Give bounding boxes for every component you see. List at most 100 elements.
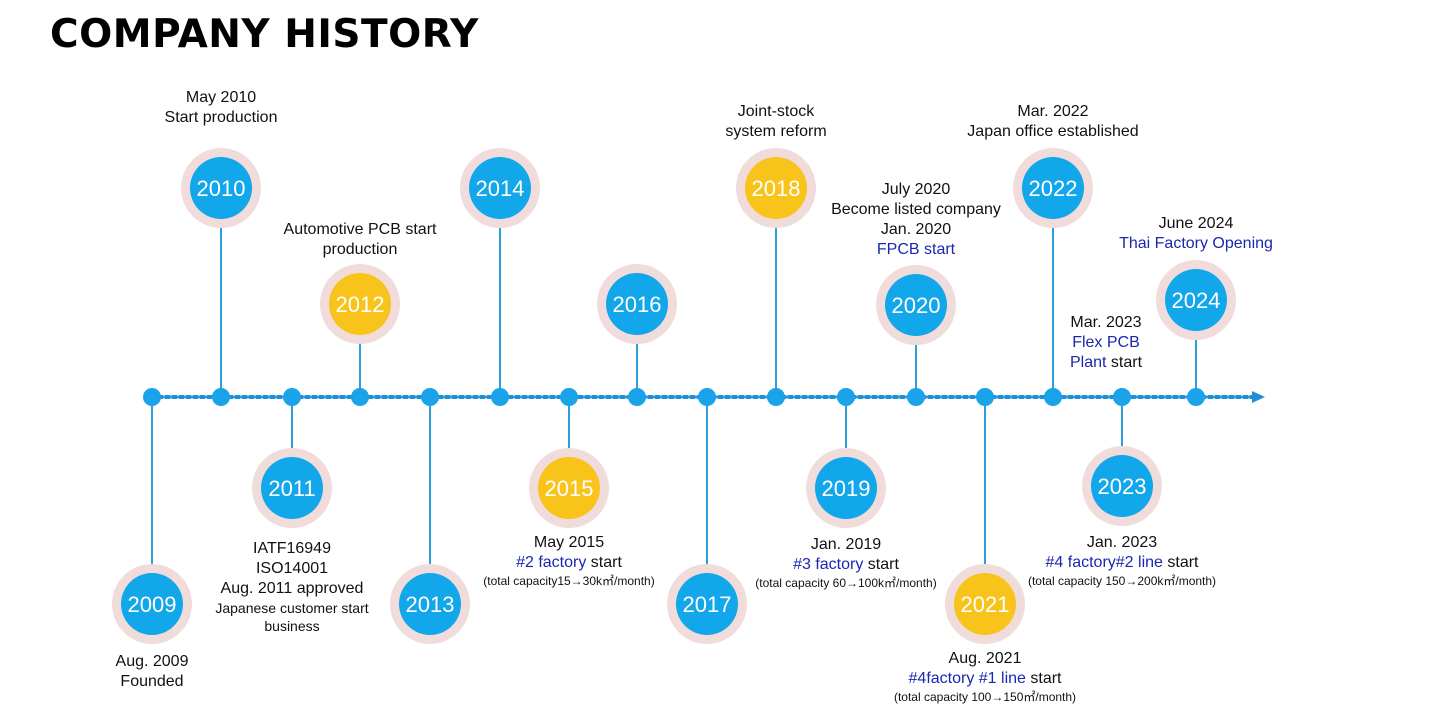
year-node-2021: 2021 (945, 564, 1025, 644)
event-line: #4 factory#2 line start (1045, 554, 1199, 571)
event-highlight: FPCB start (876, 241, 956, 258)
event-line: Aug. 2009 (115, 653, 189, 670)
timeline-dot-2021 (976, 388, 994, 406)
year-node-2010: 2010 (181, 148, 261, 228)
event-line: (total capacity 150→200k㎡/month) (1027, 574, 1217, 588)
event-line: business (264, 618, 320, 634)
year-label: 2012 (336, 292, 385, 317)
event-line: (total capacity15→30k㎡/month) (483, 574, 655, 588)
event-label-2023: Jan. 2023 #4 factory#2 line start (total c… (1028, 533, 1216, 589)
event-line: FPCB start (831, 240, 1001, 260)
event-highlight: #4 factory#2 line (1045, 554, 1163, 571)
event-line: Founded (120, 673, 184, 690)
timeline-dot-2018 (767, 388, 785, 406)
year-label: 2010 (197, 176, 246, 201)
timeline-dot-2020 (907, 388, 925, 406)
year-node-2022: 2022 (1013, 148, 1093, 228)
event-line: #2 factory start (516, 554, 622, 571)
event-line: ISO14001 (255, 560, 329, 577)
event-highlight: #3 factory (793, 556, 864, 573)
year-node-2023: 2023 (1082, 446, 1162, 526)
year-node-2013: 2013 (390, 564, 470, 644)
event-line: Japan office established (967, 123, 1139, 140)
event-label-2010: May 2010 Start production (165, 88, 278, 128)
timeline-dot-2022 (1044, 388, 1062, 406)
event-line: May 2015 (533, 534, 605, 551)
event-line: (total capacity 100→150㎡/month) (893, 690, 1077, 704)
event-line: Become listed company (831, 201, 1001, 218)
event-line: #4factory #1 line start (908, 670, 1062, 687)
event-highlight: Thai Factory Opening (1119, 235, 1273, 252)
event-highlight: #2 factory (516, 554, 587, 571)
year-node-2024: 2024 (1156, 260, 1236, 340)
year-node-2020: 2020 (876, 265, 956, 345)
timeline-dot-2024 (1187, 388, 1205, 406)
year-label: 2024 (1172, 288, 1221, 313)
year-node-2011: 2011 (252, 448, 332, 528)
year-node-2009: 2009 (112, 564, 192, 644)
event-line: IATF16949 (253, 540, 331, 557)
event-line: Aug. 2011 approved (220, 580, 364, 597)
event-label-2012: Automotive PCB start production (284, 220, 437, 260)
event-label-2011: IATF16949 ISO14001 Aug. 2011 approved Japan… (215, 539, 368, 635)
year-node-2019: 2019 (806, 448, 886, 528)
year-label: 2009 (128, 592, 177, 617)
year-node-2017: 2017 (667, 564, 747, 644)
year-label: 2021 (961, 592, 1010, 617)
event-line: #3 factory start (793, 556, 899, 573)
year-label: 2015 (545, 476, 594, 501)
event-line: Jan. 2020 (880, 221, 952, 238)
event-line: Plant start (1069, 354, 1143, 371)
timeline-dot-2012 (351, 388, 369, 406)
arrow-right-icon (1252, 391, 1265, 403)
year-label: 2019 (822, 476, 871, 501)
year-label: 2022 (1029, 176, 1078, 201)
year-label: 2023 (1098, 474, 1147, 499)
timeline-dot-2017 (698, 388, 716, 406)
event-label-2009: Aug. 2009 Founded (116, 652, 189, 692)
timeline-dot-2015 (560, 388, 578, 406)
event-label-2024: June 2024 Thai Factory Opening (1119, 214, 1273, 254)
event-line: May 2010 (185, 89, 257, 106)
timeline-dot-2013 (421, 388, 439, 406)
event-line: Flex PCB (1070, 333, 1142, 353)
timeline-dot-2016 (628, 388, 646, 406)
timeline-dot-2009 (143, 388, 161, 406)
event-line: Japanese customer start (215, 600, 369, 616)
event-line: June 2024 (1158, 215, 1234, 232)
event-line: Aug. 2021 (948, 650, 1022, 667)
year-label: 2013 (406, 592, 455, 617)
year-node-2014: 2014 (460, 148, 540, 228)
year-label: 2017 (683, 592, 732, 617)
event-label-2015: May 2015 #2 factory start (total capacity1… (483, 533, 654, 589)
event-line: Mar. 2022 (1017, 103, 1089, 120)
timeline-dot-2011 (283, 388, 301, 406)
timeline-dot-2023 (1113, 388, 1131, 406)
event-label-2021: Aug. 2021 #4factory #1 line start (total c… (894, 649, 1076, 705)
year-label: 2016 (613, 292, 662, 317)
event-line: system reform (725, 123, 827, 140)
event-highlight: #4factory #1 line (908, 670, 1026, 687)
event-line: (total capacity 60→100k㎡/month) (755, 576, 937, 590)
year-label: 2020 (892, 293, 941, 318)
page-title: COMPANY HISTORY (50, 12, 479, 57)
year-node-2015: 2015 (529, 448, 609, 528)
year-node-2018: 2018 (736, 148, 816, 228)
event-line: July 2020 (881, 181, 951, 198)
event-line: Joint-stock (737, 103, 815, 120)
event-label-2022: Mar. 2022 Japan office established (967, 102, 1138, 142)
event-line: Automotive PCB start (283, 221, 437, 238)
event-line: Start production (164, 109, 278, 126)
event-line: Thai Factory Opening (1119, 234, 1273, 254)
event-highlight: Plant (1069, 354, 1107, 371)
event-line: Jan. 2019 (810, 536, 882, 553)
event-label-2020: July 2020 Become listed company Jan. 2020 F… (831, 180, 1001, 260)
event-highlight: Flex PCB (1072, 334, 1140, 351)
event-label-2023: Mar. 2023 Flex PCB Plant start (1070, 313, 1142, 373)
timeline-dot-2019 (837, 388, 855, 406)
event-label-2019: Jan. 2019 #3 factory start (total capacity… (755, 535, 936, 591)
event-label-2018: Joint-stock system reform (725, 102, 826, 142)
event-line: production (322, 241, 398, 258)
